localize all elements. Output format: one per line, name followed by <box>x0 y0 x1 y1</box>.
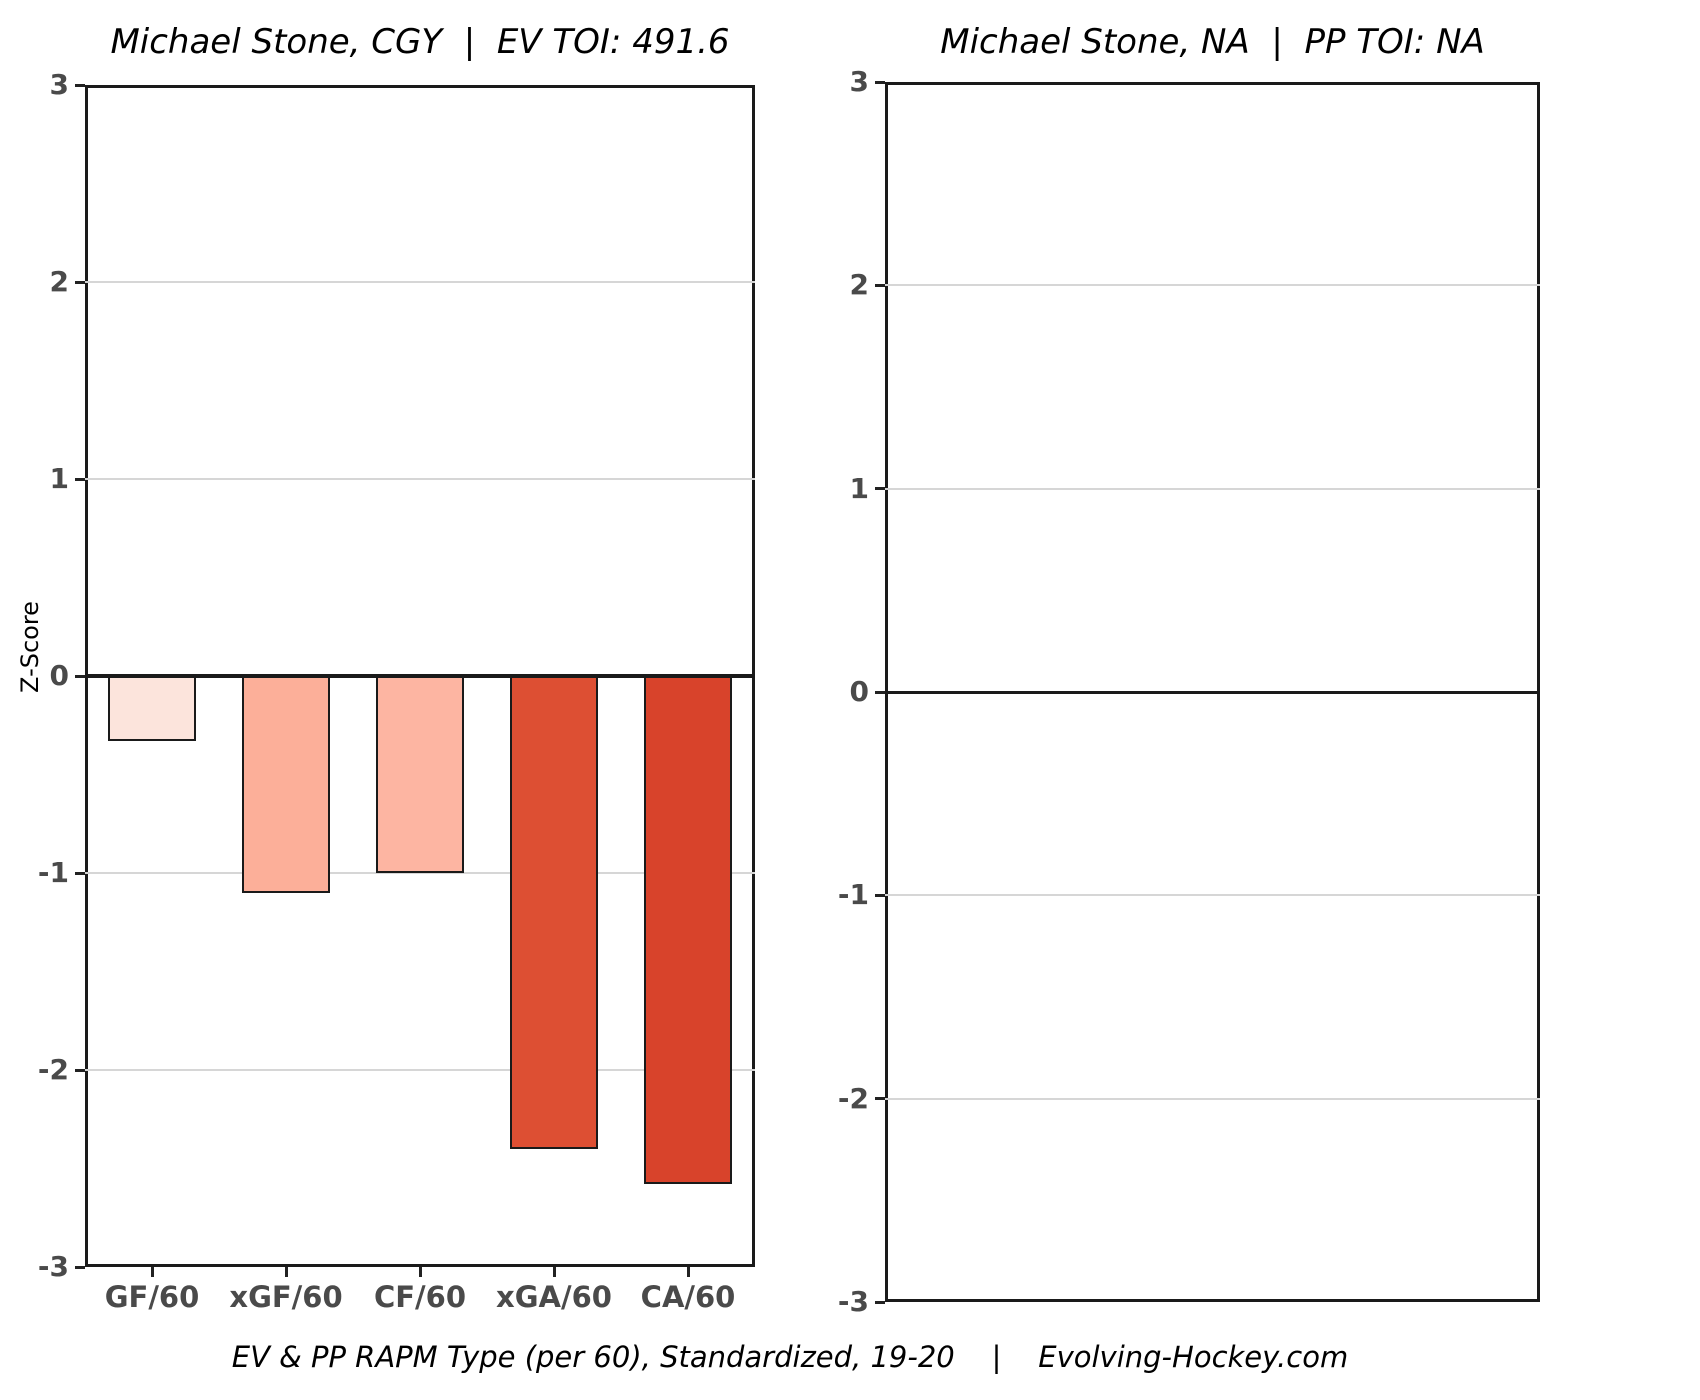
left-chart-title: Michael Stone, CGY | EV TOI: 491.6 <box>110 22 730 62</box>
y-tick-label: 1 <box>849 471 869 505</box>
gridline <box>85 1069 755 1071</box>
gridline <box>85 478 755 480</box>
x-tick-label-xga-60: xGA/60 <box>496 1280 612 1314</box>
bar-cf-60 <box>376 676 464 873</box>
x-tick-mark <box>686 1267 690 1277</box>
gridline <box>885 1097 1540 1100</box>
zero-line <box>885 690 1540 694</box>
y-axis-label: Z-Score <box>16 601 44 693</box>
y-tick-mark <box>875 893 885 897</box>
x-tick-mark <box>552 1267 556 1277</box>
gridline <box>885 894 1540 897</box>
y-tick-label: -3 <box>837 1285 869 1318</box>
x-tick-mark <box>150 1267 154 1277</box>
y-tick-label: -1 <box>837 878 869 912</box>
y-tick-label: 0 <box>849 675 869 708</box>
bar-xga-60 <box>510 676 598 1149</box>
y-tick-mark <box>75 1265 85 1269</box>
gridline <box>85 281 755 283</box>
y-tick-mark <box>875 690 885 694</box>
y-tick-mark <box>875 283 885 287</box>
x-tick-label-ca-60: CA/60 <box>640 1280 736 1314</box>
y-tick-label: 2 <box>849 268 869 302</box>
right-chart-title: Michael Stone, NA | PP TOI: NA <box>940 22 1485 62</box>
y-tick-label: -2 <box>837 1081 869 1115</box>
y-tick-label: 0 <box>49 659 69 692</box>
x-tick-label-gf-60: GF/60 <box>104 1280 200 1314</box>
y-tick-label: 3 <box>49 68 69 101</box>
y-tick-mark <box>75 83 85 87</box>
gridline <box>885 487 1540 490</box>
y-tick-mark <box>875 1300 885 1304</box>
y-tick-mark <box>875 487 885 491</box>
y-tick-label: -1 <box>37 856 69 889</box>
y-tick-label: -3 <box>37 1250 69 1283</box>
y-tick-mark <box>75 674 85 678</box>
figure-caption: EV & PP RAPM Type (per 60), Standardized… <box>231 1340 1349 1374</box>
bar-xgf-60 <box>242 676 330 893</box>
x-tick-mark <box>284 1267 288 1277</box>
x-tick-label-cf-60: CF/60 <box>373 1280 467 1314</box>
gridline <box>885 284 1540 287</box>
bar-gf-60 <box>108 676 196 741</box>
y-tick-mark <box>75 477 85 481</box>
y-tick-mark <box>875 80 885 84</box>
zero-line <box>85 674 755 678</box>
x-tick-label-xgf-60: xGF/60 <box>229 1280 343 1314</box>
bar-ca-60 <box>644 676 732 1185</box>
y-tick-mark <box>75 871 85 875</box>
y-tick-mark <box>75 280 85 284</box>
y-tick-label: 3 <box>849 65 869 98</box>
gridline <box>85 872 755 874</box>
x-tick-mark <box>418 1267 422 1277</box>
y-tick-mark <box>875 1097 885 1101</box>
y-tick-label: 1 <box>49 462 69 495</box>
y-tick-label: 2 <box>49 265 69 298</box>
y-tick-label: -2 <box>37 1053 69 1086</box>
y-tick-mark <box>75 1068 85 1072</box>
